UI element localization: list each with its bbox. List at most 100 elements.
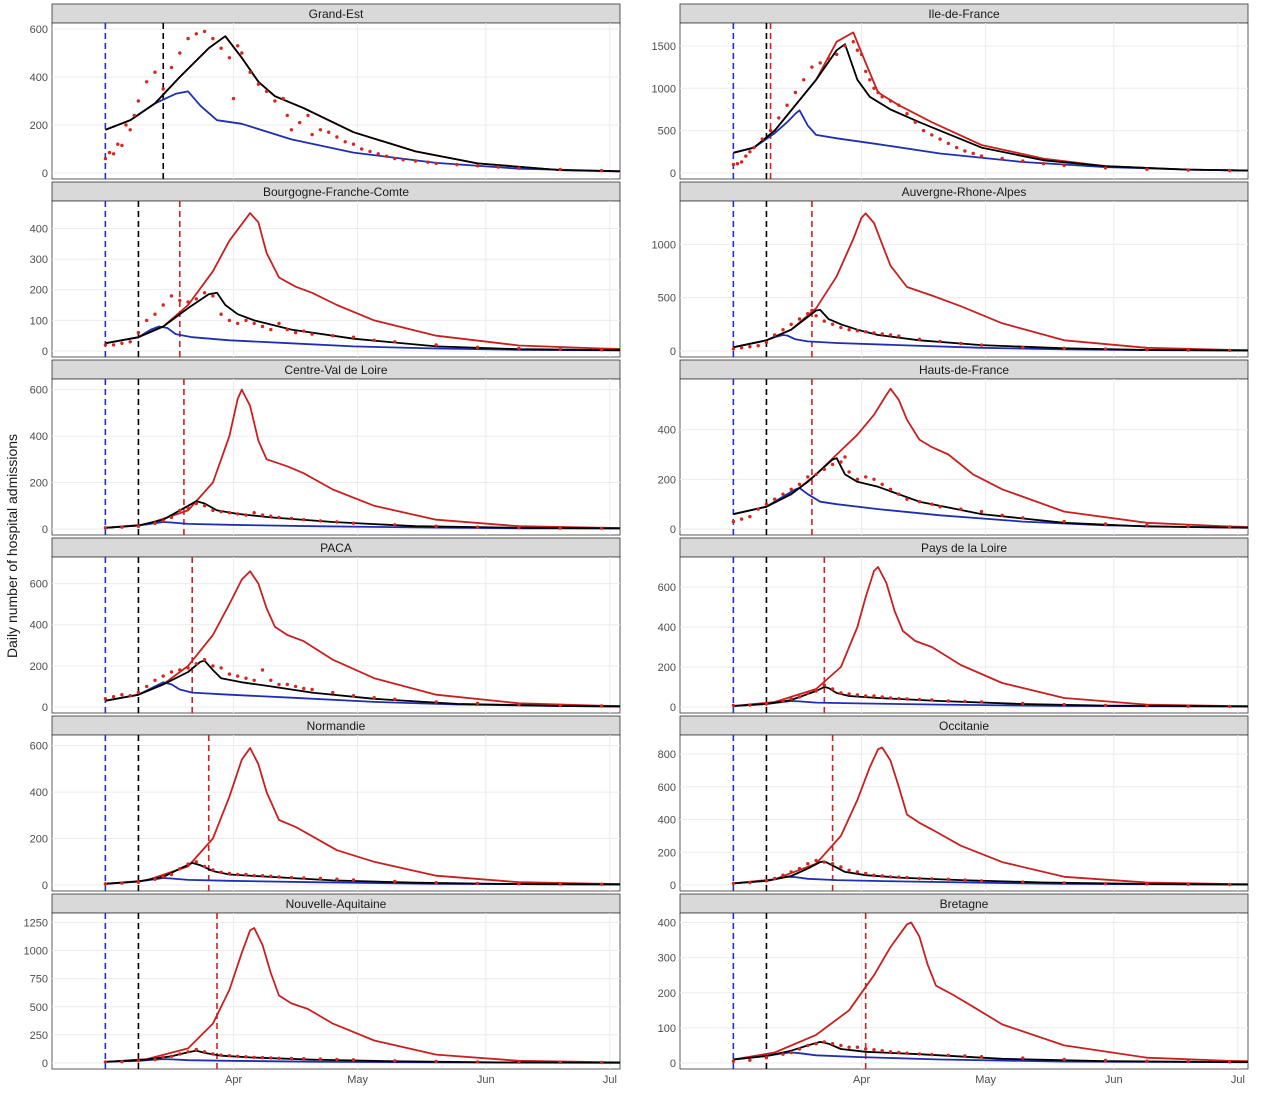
observed-point <box>244 1055 248 1059</box>
observed-point <box>599 882 604 886</box>
observed-point <box>888 696 893 700</box>
observed-point <box>739 160 744 164</box>
observed-point <box>136 330 141 335</box>
observed-point <box>517 166 521 170</box>
observed-point <box>285 113 289 118</box>
observed-point <box>917 500 922 504</box>
observed-point <box>1103 1058 1108 1063</box>
observed-point <box>847 470 851 474</box>
observed-point <box>806 862 810 866</box>
observed-point <box>905 1051 909 1055</box>
observed-point <box>517 1060 521 1064</box>
y-tick-label: 200 <box>30 478 48 490</box>
observed-point <box>351 694 356 698</box>
observed-point <box>219 1053 223 1057</box>
y-tick-label: 100 <box>658 1023 676 1035</box>
observed-point <box>946 877 951 881</box>
observed-point <box>244 676 248 680</box>
observed-point <box>963 699 967 704</box>
observed-point <box>318 519 323 523</box>
observed-point <box>194 860 198 864</box>
observed-point <box>103 343 108 347</box>
observed-point <box>764 879 769 883</box>
observed-point <box>331 334 335 338</box>
observed-point <box>1269 169 1272 172</box>
observed-point <box>938 505 942 509</box>
y-tick-label: 1000 <box>24 946 48 958</box>
observed-point <box>111 152 116 156</box>
observed-point <box>955 145 959 150</box>
observed-point <box>1145 882 1149 886</box>
y-tick-label: 1250 <box>24 917 48 929</box>
observed-point <box>475 164 480 168</box>
observed-point <box>731 347 736 351</box>
observed-point <box>855 1045 860 1049</box>
observed-point <box>1103 703 1108 708</box>
observed-point <box>169 872 174 877</box>
y-tick-label: 600 <box>30 741 48 753</box>
observed-point <box>781 699 785 703</box>
observed-point <box>169 294 174 298</box>
observed-point <box>161 519 165 523</box>
observed-point <box>835 52 839 57</box>
y-tick-label: 200 <box>658 847 676 859</box>
observed-point <box>269 874 273 878</box>
y-tick-label: 500 <box>30 1002 48 1014</box>
y-tick-label: 0 <box>42 702 48 714</box>
observed-point <box>1227 1060 1232 1064</box>
y-tick-label: 1000 <box>652 239 676 251</box>
observed-point <box>455 162 459 167</box>
y-tick-label: 200 <box>30 285 48 297</box>
series-group <box>731 921 1248 1064</box>
observed-point <box>475 345 480 349</box>
y-tick-label: 0 <box>670 524 676 536</box>
y-tick-label: 400 <box>30 223 48 235</box>
observed-point <box>971 151 975 156</box>
y-tick-label: 400 <box>658 425 676 437</box>
observed-point <box>843 455 847 459</box>
observed-point <box>169 670 174 674</box>
observed-point <box>1145 704 1149 708</box>
observed-point <box>236 512 240 516</box>
observed-point <box>739 346 744 350</box>
observed-point <box>169 515 174 520</box>
blue-model-line <box>105 325 620 352</box>
observed-point <box>161 875 165 879</box>
observed-point <box>855 693 860 697</box>
plot-area <box>51 378 621 536</box>
observed-point <box>351 142 356 146</box>
observed-point <box>227 511 232 515</box>
observed-point <box>789 870 793 874</box>
y-tick-label: 0 <box>670 702 676 714</box>
plot-area <box>51 22 621 180</box>
observed-point <box>905 497 909 501</box>
observed-point <box>872 1048 876 1052</box>
observed-point <box>169 65 174 70</box>
series-group <box>731 387 1248 529</box>
observed-point <box>153 312 157 316</box>
observed-point <box>413 159 418 163</box>
observed-point <box>260 668 265 672</box>
observed-point <box>318 1057 323 1061</box>
observed-point <box>558 882 562 886</box>
y-tick-label: 0 <box>670 168 676 180</box>
x-tick-label: Jun <box>1105 1074 1123 1086</box>
observed-point <box>781 328 785 332</box>
observed-point <box>868 78 872 82</box>
observed-point <box>946 699 951 703</box>
observed-point <box>1145 523 1149 527</box>
observed-point <box>599 168 604 173</box>
observed-point <box>859 52 864 57</box>
red-model-line <box>733 212 1248 352</box>
observed-point <box>260 1055 265 1060</box>
facet-title: Auvergne-Rhone-Alpes <box>902 185 1027 199</box>
y-tick-label: 500 <box>658 293 676 305</box>
observed-point <box>298 120 302 125</box>
observed-point <box>186 666 190 670</box>
observed-point <box>434 343 438 347</box>
x-tick-label: Apr <box>853 1074 870 1086</box>
observed-point <box>202 291 207 295</box>
observed-point <box>843 44 847 48</box>
observed-point <box>269 327 273 332</box>
